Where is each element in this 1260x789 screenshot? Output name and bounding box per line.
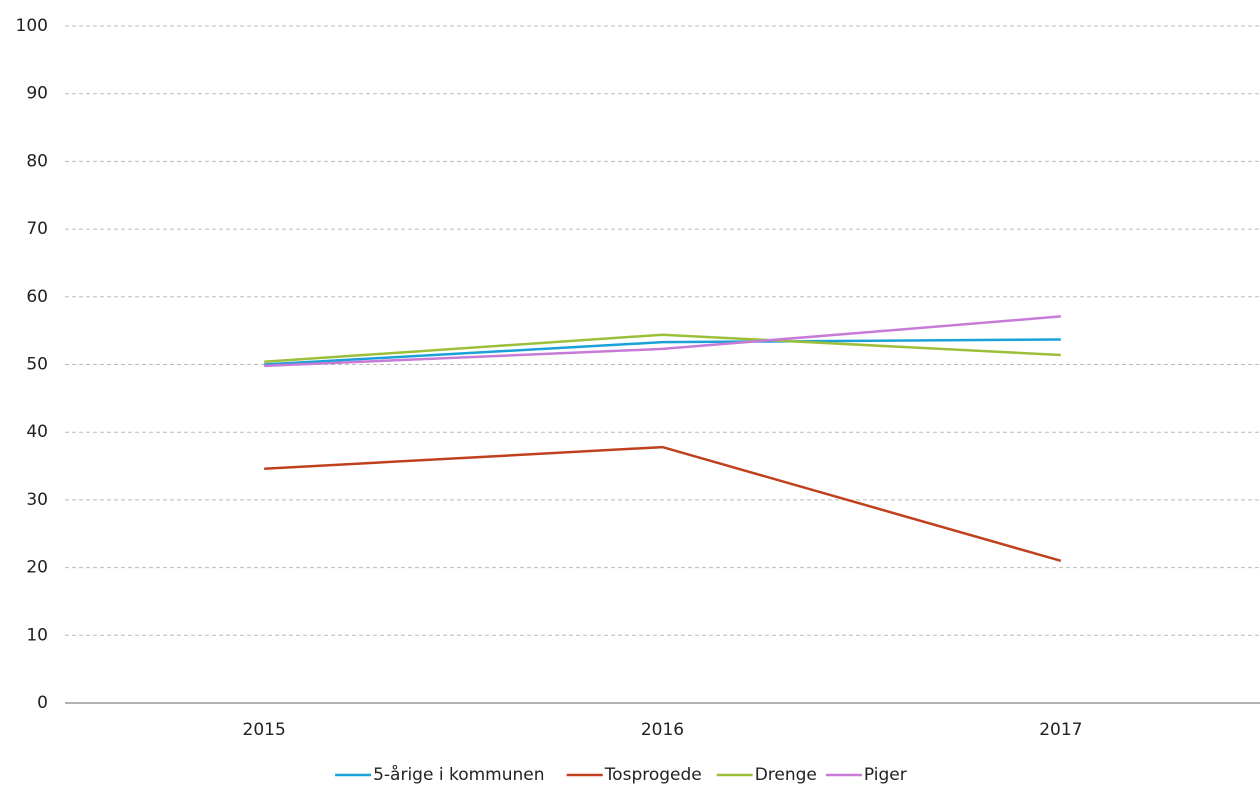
y-tick-label: 40 [26,422,48,442]
legend-label: 5-årige i kommunen [373,764,544,785]
line [264,338,1061,366]
y-tick-label: 10 [26,625,48,645]
x-tick-label: 2016 [641,720,684,740]
y-tick-label: 30 [26,490,48,510]
line [264,333,1061,364]
y-tick-label: 0 [37,693,48,713]
line [264,315,1061,368]
y-tick-label: 50 [26,355,48,375]
legend-label: Tosprogede [604,765,702,785]
y-tick-label: 90 [26,84,48,104]
y-tick-label: 100 [16,16,48,36]
x-tick-label: 2015 [243,720,286,740]
y-tick-label: 70 [26,219,48,239]
y-tick-label: 80 [26,151,48,171]
legend-label: Piger [864,765,907,785]
line [264,445,1062,563]
legend-label: Drenge [755,765,817,785]
y-tick-label: 20 [26,558,48,578]
x-tick-label: 2017 [1039,720,1082,740]
y-tick-label: 60 [26,287,48,307]
